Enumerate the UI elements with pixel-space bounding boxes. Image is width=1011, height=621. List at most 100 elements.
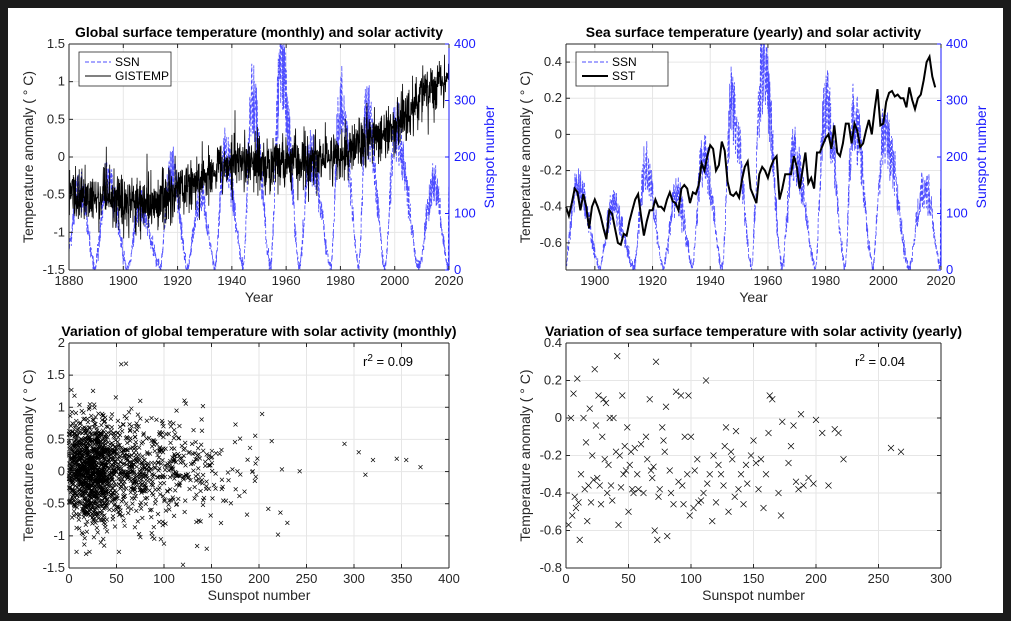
scatter-point — [620, 471, 627, 478]
scatter-point — [195, 472, 201, 477]
scatter-point — [629, 486, 636, 493]
scatter-point — [126, 409, 132, 415]
scatter-point — [110, 517, 116, 522]
legend-box — [78, 51, 172, 87]
scatter-point — [91, 457, 96, 462]
y-axis-label: Temperature anomaly ( ° C) — [20, 71, 36, 243]
scatter-point — [153, 487, 158, 492]
scatter-point — [144, 418, 150, 423]
scatter-point — [194, 543, 200, 549]
scatter-point — [147, 507, 153, 513]
scatter-point — [144, 450, 150, 455]
scatter-point — [418, 464, 423, 470]
scatter-point — [87, 424, 92, 430]
scatter-point — [785, 459, 792, 467]
scatter-point — [113, 496, 119, 501]
scatter-point — [116, 476, 121, 481]
scatter-point — [197, 480, 203, 485]
scatter-point — [75, 463, 81, 468]
scatter-point — [140, 471, 146, 477]
scatter-point — [219, 447, 224, 453]
y-tick-label: 0 — [555, 126, 562, 141]
scatter-point — [70, 429, 75, 434]
scatter-point — [762, 471, 770, 478]
scatter-point — [190, 451, 196, 456]
scatter-point — [118, 459, 123, 465]
scatter-point — [157, 474, 163, 479]
scatter-point — [233, 422, 238, 427]
y-tick-label: -0.2 — [540, 163, 562, 178]
scatter-point — [82, 542, 87, 547]
scatter-point — [191, 468, 196, 473]
scatter-point — [285, 520, 290, 526]
scatter-point — [149, 507, 154, 513]
scatter-point — [717, 471, 725, 478]
scatter-point — [107, 507, 112, 513]
scatter-point — [589, 452, 596, 459]
y-right-tick-label: 400 — [946, 36, 968, 51]
scatter-point — [144, 472, 149, 477]
scatter-point — [72, 504, 77, 509]
scatter-point — [100, 536, 106, 542]
scatter-point — [146, 468, 152, 474]
scatter-point — [194, 492, 199, 497]
y-tick-label: -0.8 — [540, 560, 562, 575]
y-right-tick-label: 100 — [454, 206, 476, 221]
scatter-point — [810, 480, 817, 487]
y-tick-label: 0 — [58, 464, 65, 479]
scatter-point — [88, 429, 93, 435]
scatter-point — [85, 519, 90, 524]
y-right-tick-label: 100 — [946, 206, 968, 221]
scatter-point — [787, 442, 795, 450]
scatter-point — [149, 530, 154, 536]
scatter-point — [654, 536, 661, 544]
scatter-point — [158, 481, 163, 486]
scatter-point — [160, 493, 166, 499]
scatter-point — [118, 508, 123, 513]
scatter-point — [90, 417, 95, 423]
scatter-point — [605, 461, 612, 469]
scatter-point — [129, 453, 135, 458]
y-tick-label: 0.4 — [544, 54, 562, 69]
scatter-point — [117, 512, 122, 518]
scatter-point — [117, 424, 123, 430]
scatter-point — [616, 452, 623, 459]
scatter-point — [91, 417, 96, 423]
scatter-point — [127, 438, 133, 444]
scatter-point — [112, 524, 118, 529]
scatter-point — [102, 456, 107, 461]
scatter-point — [94, 514, 99, 519]
scatter-point — [81, 478, 86, 484]
x-tick-label: 2020 — [435, 273, 464, 288]
scatter-point — [78, 452, 84, 458]
scatter-point — [72, 433, 77, 439]
scatter-point — [70, 447, 75, 453]
scatter-point — [93, 500, 99, 505]
scatter-point — [252, 478, 258, 484]
scatter-point — [136, 445, 142, 450]
scatter-point — [162, 498, 167, 504]
scatter-point — [113, 395, 119, 400]
scatter-point — [90, 476, 95, 481]
scatter-point — [200, 480, 205, 486]
scatter-point — [201, 495, 207, 501]
scatter-point — [74, 418, 79, 424]
x-tick-label: 1960 — [753, 273, 782, 288]
scatter-point — [105, 440, 111, 445]
scatter-point — [102, 463, 107, 468]
scatter-point — [91, 452, 97, 457]
scatter-point — [162, 474, 168, 480]
scatter-point — [160, 457, 165, 463]
scatter-point — [697, 497, 705, 504]
scatter-point — [177, 456, 183, 461]
scatter-point — [97, 483, 103, 488]
scatter-point — [188, 477, 193, 483]
scatter-point — [760, 504, 767, 512]
scatter-point — [120, 513, 125, 518]
y-tick-label: 0.4 — [544, 335, 562, 350]
scatter-point — [101, 486, 106, 492]
scatter-point — [88, 442, 93, 448]
scatter-point — [77, 402, 82, 408]
scatter-point — [132, 429, 137, 435]
